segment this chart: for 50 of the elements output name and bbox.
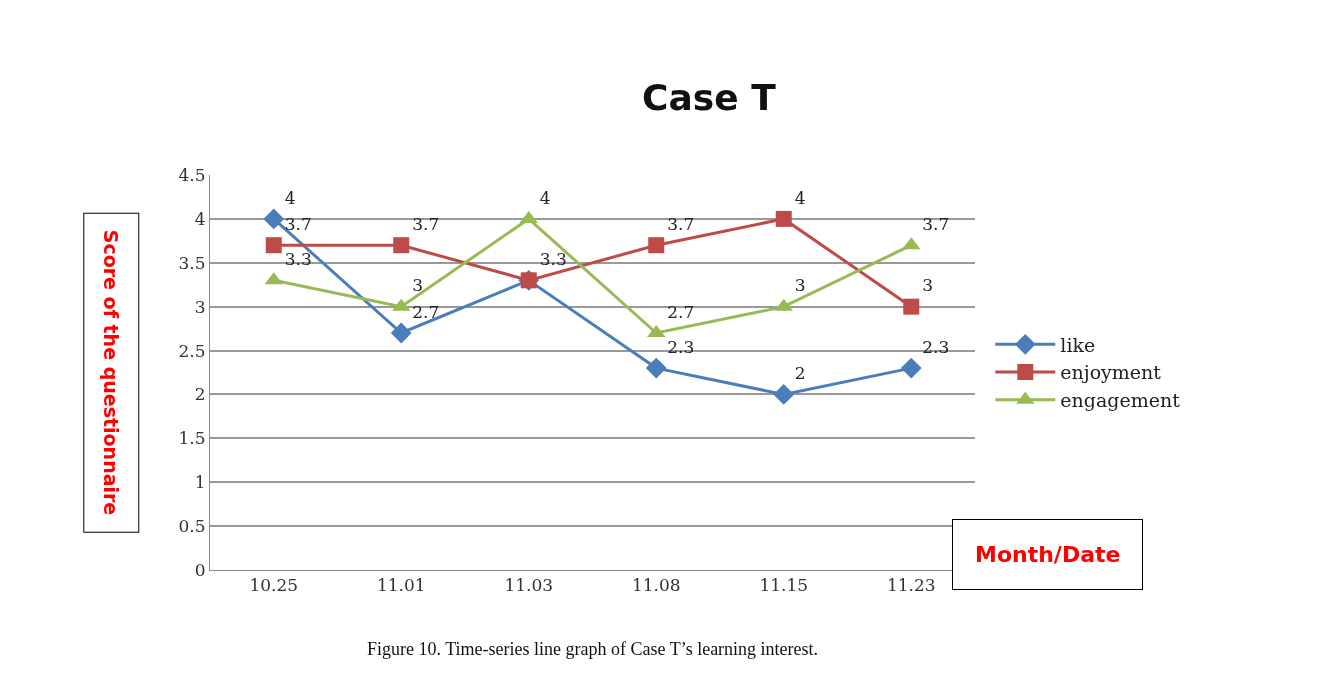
caption: Figure 10. Time-series line graph of Case T’s learning interest. bbox=[367, 639, 819, 659]
point bbox=[390, 322, 412, 344]
point bbox=[265, 237, 282, 254]
data-label: 2.3 bbox=[922, 336, 950, 357]
data-label: 3.7 bbox=[922, 213, 950, 234]
legend-label: enjoyment bbox=[1060, 361, 1162, 384]
legend-label: like bbox=[1060, 333, 1096, 356]
y-tick-label: 4 bbox=[194, 208, 206, 229]
data-label: 2 bbox=[794, 363, 806, 384]
data-label: 2.7 bbox=[412, 301, 440, 322]
x-tick-label: 11.23 bbox=[886, 575, 936, 596]
y-tick-label: 3.5 bbox=[178, 252, 206, 273]
data-label: 3 bbox=[412, 275, 424, 296]
point bbox=[900, 357, 922, 379]
point bbox=[645, 357, 667, 379]
y-tick-label: 2.5 bbox=[178, 340, 206, 361]
data-label: 3.3 bbox=[284, 249, 312, 270]
data-label: 4 bbox=[539, 187, 551, 208]
data-label: 4 bbox=[794, 187, 806, 208]
x-tick-label: 11.15 bbox=[759, 575, 809, 596]
data-label: 3 bbox=[794, 275, 806, 296]
point bbox=[773, 384, 795, 405]
data-label: 3.3 bbox=[539, 249, 567, 270]
point bbox=[393, 237, 410, 254]
point bbox=[775, 210, 792, 227]
legend-label: engagement bbox=[1060, 389, 1181, 412]
data-label: 3 bbox=[922, 275, 934, 296]
y-tick-label: 0.5 bbox=[178, 516, 206, 537]
data-label: 2.7 bbox=[667, 301, 695, 322]
point bbox=[903, 298, 920, 315]
chart-title: Case T bbox=[642, 76, 777, 118]
data-label: 2.3 bbox=[667, 336, 695, 357]
y-tick-label: 2 bbox=[194, 384, 206, 405]
data-label: 3.7 bbox=[412, 213, 440, 234]
point bbox=[263, 208, 285, 230]
point bbox=[648, 237, 665, 254]
x-axis-title: Month/Date bbox=[975, 542, 1121, 567]
data-label: 3.7 bbox=[667, 213, 695, 234]
y-tick-label: 3 bbox=[194, 296, 206, 317]
x-tick-label: 11.01 bbox=[376, 575, 426, 596]
y-tick-label: 1 bbox=[194, 472, 206, 493]
data-label: 3.7 bbox=[284, 213, 312, 234]
y-tick-label: 1.5 bbox=[178, 428, 206, 449]
y-tick-label: 4.5 bbox=[178, 164, 206, 185]
y-axis-title: Score of the questionnaire bbox=[100, 229, 123, 516]
y-tick-label: 0 bbox=[194, 559, 206, 580]
data-label: 4 bbox=[284, 187, 296, 208]
x-tick-label: 11.03 bbox=[504, 575, 554, 596]
x-tick-label: 11.08 bbox=[631, 575, 681, 596]
x-tick-label: 10.25 bbox=[249, 575, 299, 596]
